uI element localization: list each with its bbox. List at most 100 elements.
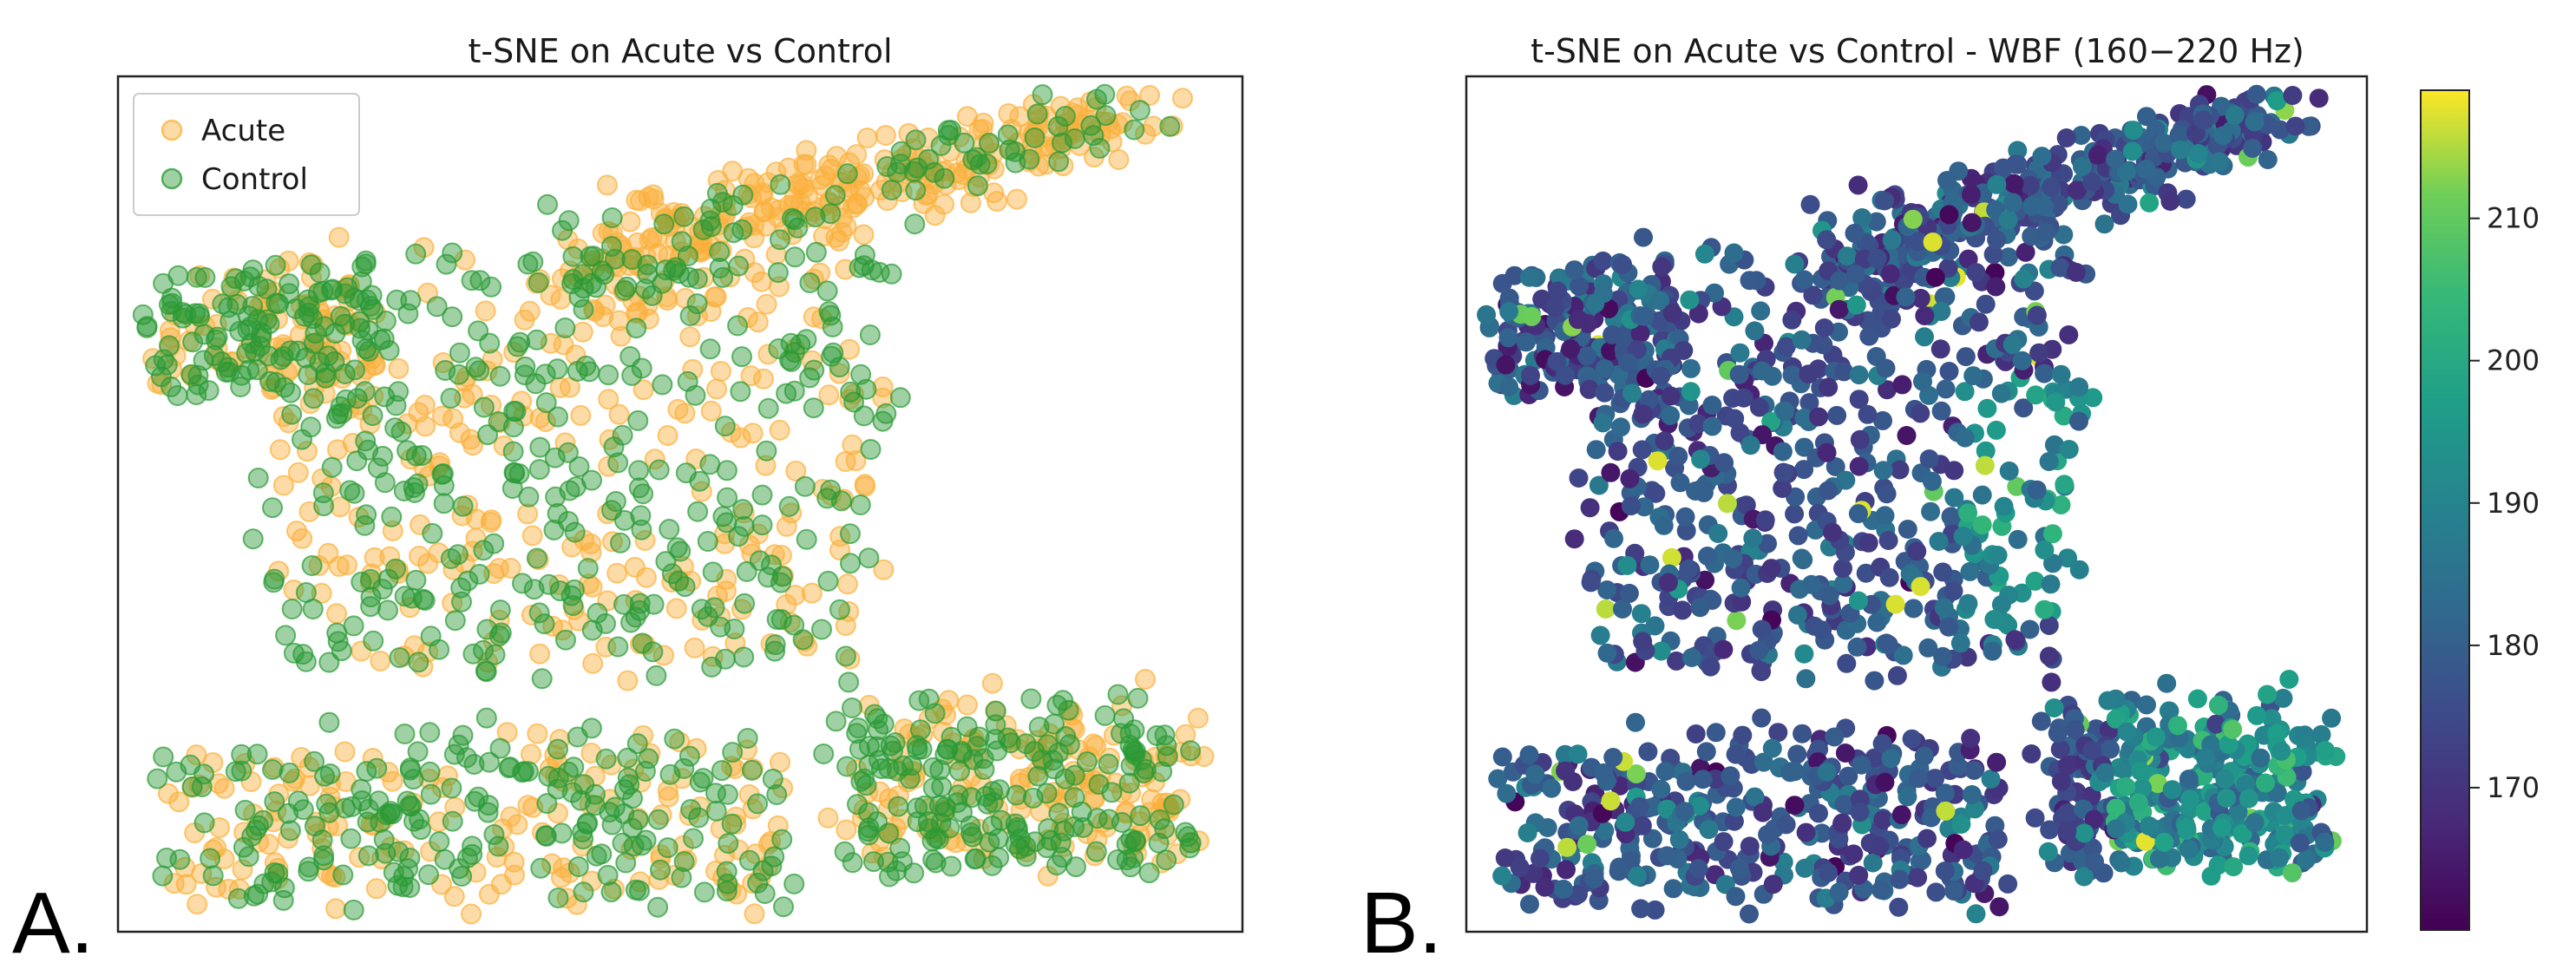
acute-point [624,556,646,578]
control-point [838,671,860,693]
wbf-point [1877,484,1897,504]
wbf-point [2042,177,2061,197]
wbf-point [2139,816,2159,835]
control-point [452,724,474,746]
acute-point [365,878,387,900]
control-point [674,576,696,598]
acute-point [540,285,561,306]
acute-point [757,344,779,365]
acute-point [960,192,981,213]
control-point [304,750,325,772]
acute-point [482,349,503,370]
control-point [1124,119,1145,141]
wbf-point [1681,358,1701,378]
wbf-point [1730,343,1750,363]
wbf-point [1969,312,1989,332]
wbf-point [1819,586,1839,606]
wbf-point [2082,173,2102,193]
control-point [792,629,814,651]
control-point [718,833,739,855]
wbf-point [2106,798,2126,818]
control-point [313,495,335,517]
control-point [615,852,637,874]
control-point [156,848,177,868]
wbf-point [2188,144,2208,163]
control-point [505,401,527,422]
control-point [892,851,913,873]
wbf-point [2004,174,2024,193]
wbf-point [1651,641,1671,661]
acute-point [409,546,430,567]
acute-point [350,365,371,387]
control-point [167,265,189,286]
acute-point [633,379,654,401]
control-point [407,741,429,763]
control-point [770,229,790,251]
wbf-point [1817,762,1837,782]
control-point [966,147,987,168]
wbf-point [1740,271,1760,291]
wbf-point [1628,866,1648,886]
control-point [732,499,754,521]
control-point [1157,746,1178,768]
wbf-point [1926,882,1946,902]
colorbar-tick-label: 200 [2487,344,2540,377]
wbf-point [2042,672,2061,692]
acute-point [326,603,347,625]
acute-point [1135,123,1157,145]
control-point [680,799,702,820]
control-point [714,648,736,670]
control-point [843,391,865,413]
wbf-point [2032,147,2052,167]
control-point [854,244,875,265]
acute-point [553,334,574,356]
wbf-point [2039,616,2059,635]
wbf-point [2180,789,2199,809]
wbf-point [1577,835,1597,855]
control-point [767,262,789,284]
acute-point [382,770,403,792]
wbf-point [1863,853,1883,873]
acute-point [297,441,318,462]
wbf-point [1846,295,1866,315]
wbf-point [1621,496,1641,516]
control-point [614,279,635,301]
wbf-point [1834,362,1854,382]
control-point [247,468,269,488]
control-point [579,361,600,383]
control-point [979,132,1000,154]
control-point [397,303,419,324]
wbf-point [2051,364,2071,384]
wbf-point [1496,355,1516,375]
wbf-point [1819,863,1839,882]
acute-point [1006,188,1027,210]
control-point [734,593,756,614]
control-point [528,272,549,293]
wbf-point [2118,194,2138,214]
control-point [687,501,709,522]
wbf-point [1891,805,1911,825]
wbf-point [1801,574,1821,594]
wbf-point [2193,110,2213,130]
control-point [426,296,448,318]
acute-point [872,377,894,397]
control-point [512,573,533,594]
wbf-point [1581,573,1601,593]
wbf-point [1993,158,2013,178]
wbf-point [2275,806,2295,826]
wbf-point [1814,318,1834,337]
wbf-point [1939,205,1959,225]
wbf-point [1849,365,1869,385]
acute-point [551,268,573,290]
control-point [384,417,406,439]
control-point [242,259,264,281]
acute-point [747,311,769,333]
acute-point [853,224,875,246]
acute-point [462,435,484,456]
wbf-point [1761,559,1781,579]
control-point [573,298,594,320]
wbf-point [1903,209,1923,229]
control-point [1046,855,1067,876]
control-point [531,668,553,690]
control-point [547,738,568,760]
